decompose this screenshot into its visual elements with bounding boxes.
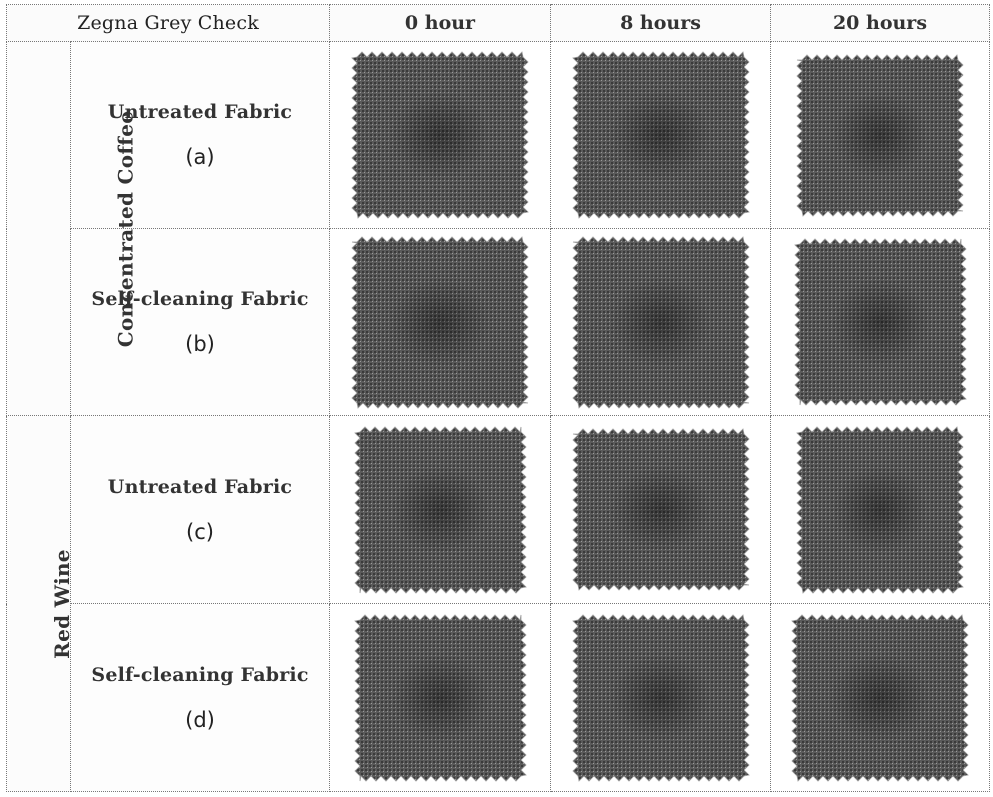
row-label-name: Untreated Fabric [71,101,329,123]
table-row: Self-cleaning Fabric (d) [7,604,990,792]
row-label-a: Untreated Fabric (a) [71,42,330,229]
fabric-swatch-image [571,427,751,592]
fabric-cell [771,229,990,416]
fabric-cell [551,229,771,416]
group-name: Concentrated Coffee [113,110,137,347]
row-label-c: Untreated Fabric (c) [71,416,330,604]
row-label-id: (b) [71,332,329,356]
fabric-swatch-image [790,613,970,783]
col-header-0h: 0 hour [330,5,551,42]
row-label-id: (d) [71,708,329,732]
col-header-20h: 20 hours [771,5,990,42]
row-label-id: (c) [71,520,329,544]
fabric-swatch-image [353,425,528,595]
fabric-swatch-image [571,50,751,220]
row-label-name: Untreated Fabric [71,476,329,498]
fabric-cell [551,604,771,792]
group-label-coffee: Concentrated Coffee [7,42,71,416]
fabric-swatch-image [353,613,528,783]
group-name: Red Wine [50,549,74,659]
fabric-cell [330,416,551,604]
fabric-swatch-image [795,425,965,595]
fabric-cell [551,42,771,229]
row-label-id: (a) [71,145,329,169]
row-label-name: Self-cleaning Fabric [71,288,329,310]
fabric-cell [551,416,771,604]
group-label-wine: Red Wine [7,416,71,792]
fabric-swatch-image [793,237,968,407]
fabric-cell [330,42,551,229]
fabric-cell [330,229,551,416]
row-label-name: Self-cleaning Fabric [71,664,329,686]
figure: Zegna Grey Check 0 hour 8 hours 20 hours… [6,4,989,791]
row-label-b: Self-cleaning Fabric (b) [71,229,330,416]
fabric-swatch-image [571,235,751,410]
table-row: Concentrated Coffee Untreated Fabric (a) [7,42,990,229]
fabric-cell [771,604,990,792]
table-row: Self-cleaning Fabric (b) [7,229,990,416]
results-table: Zegna Grey Check 0 hour 8 hours 20 hours… [6,4,990,792]
header-row: Zegna Grey Check 0 hour 8 hours 20 hours [7,5,990,42]
fabric-cell [771,416,990,604]
fabric-cell [771,42,990,229]
fabric-swatch-image [571,613,751,783]
fabric-cell [330,604,551,792]
fabric-swatch-image [350,50,530,220]
table-row: Red Wine Untreated Fabric (c) [7,416,990,604]
fabric-swatch-image [350,235,530,410]
row-label-d: Self-cleaning Fabric (d) [71,604,330,792]
fabric-swatch-image [795,53,965,218]
col-header-8h: 8 hours [551,5,771,42]
table-title: Zegna Grey Check [7,5,330,42]
